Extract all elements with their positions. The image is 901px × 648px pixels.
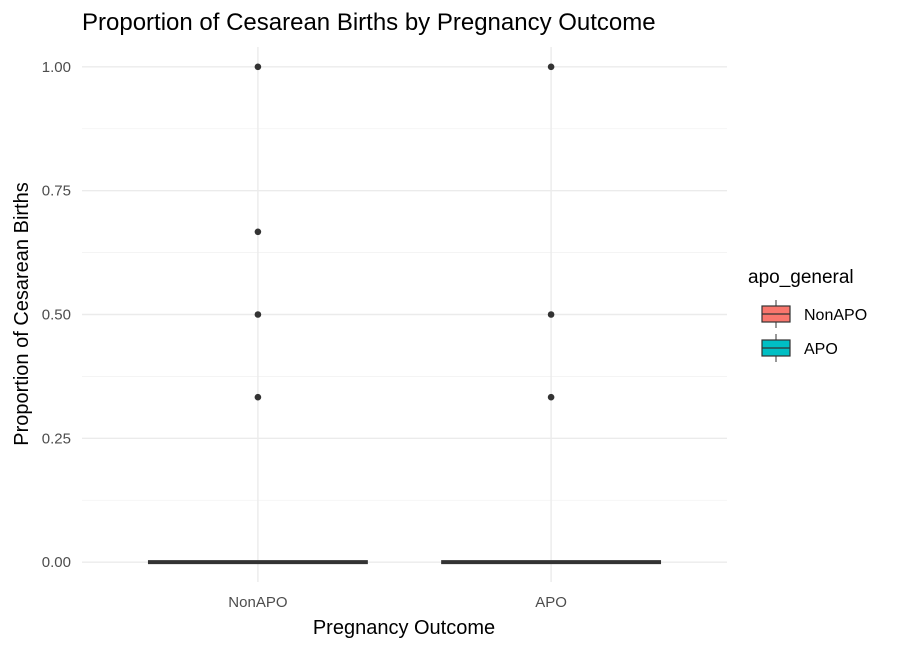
y-tick-label: 1.00 (42, 59, 71, 76)
y-tick-label: 0.25 (42, 430, 71, 447)
legend-item: NonAPO (761, 300, 867, 328)
legend-label: APO (804, 341, 838, 358)
y-axis-ticks: 0.00 0.25 0.50 0.75 1.00 (42, 59, 71, 571)
x-tick-label: APO (535, 594, 567, 611)
outlier-point (254, 228, 262, 236)
outlier-point (547, 393, 555, 401)
legend-item: APO (761, 334, 838, 362)
y-axis-title: Proportion of Cesarean Births (11, 182, 33, 445)
x-tick-label: NonAPO (228, 594, 287, 611)
y-tick-label: 0.75 (42, 183, 71, 200)
chart-title: Proportion of Cesarean Births by Pregnan… (82, 9, 656, 36)
y-tick-label: 0.00 (42, 554, 71, 571)
legend-label: NonAPO (804, 307, 867, 324)
y-tick-label: 0.50 (42, 307, 71, 324)
outlier-point (254, 311, 262, 318)
outlier-layer (254, 63, 555, 401)
outlier-point (547, 311, 555, 318)
outlier-point (547, 63, 555, 71)
legend: apo_general NonAPO APO (748, 267, 867, 362)
grid (82, 47, 727, 582)
legend-title: apo_general (748, 267, 854, 288)
outlier-point (254, 393, 262, 401)
outlier-point (254, 63, 262, 71)
x-axis-title: Pregnancy Outcome (313, 617, 495, 639)
x-axis-ticks: NonAPO APO (228, 594, 567, 611)
